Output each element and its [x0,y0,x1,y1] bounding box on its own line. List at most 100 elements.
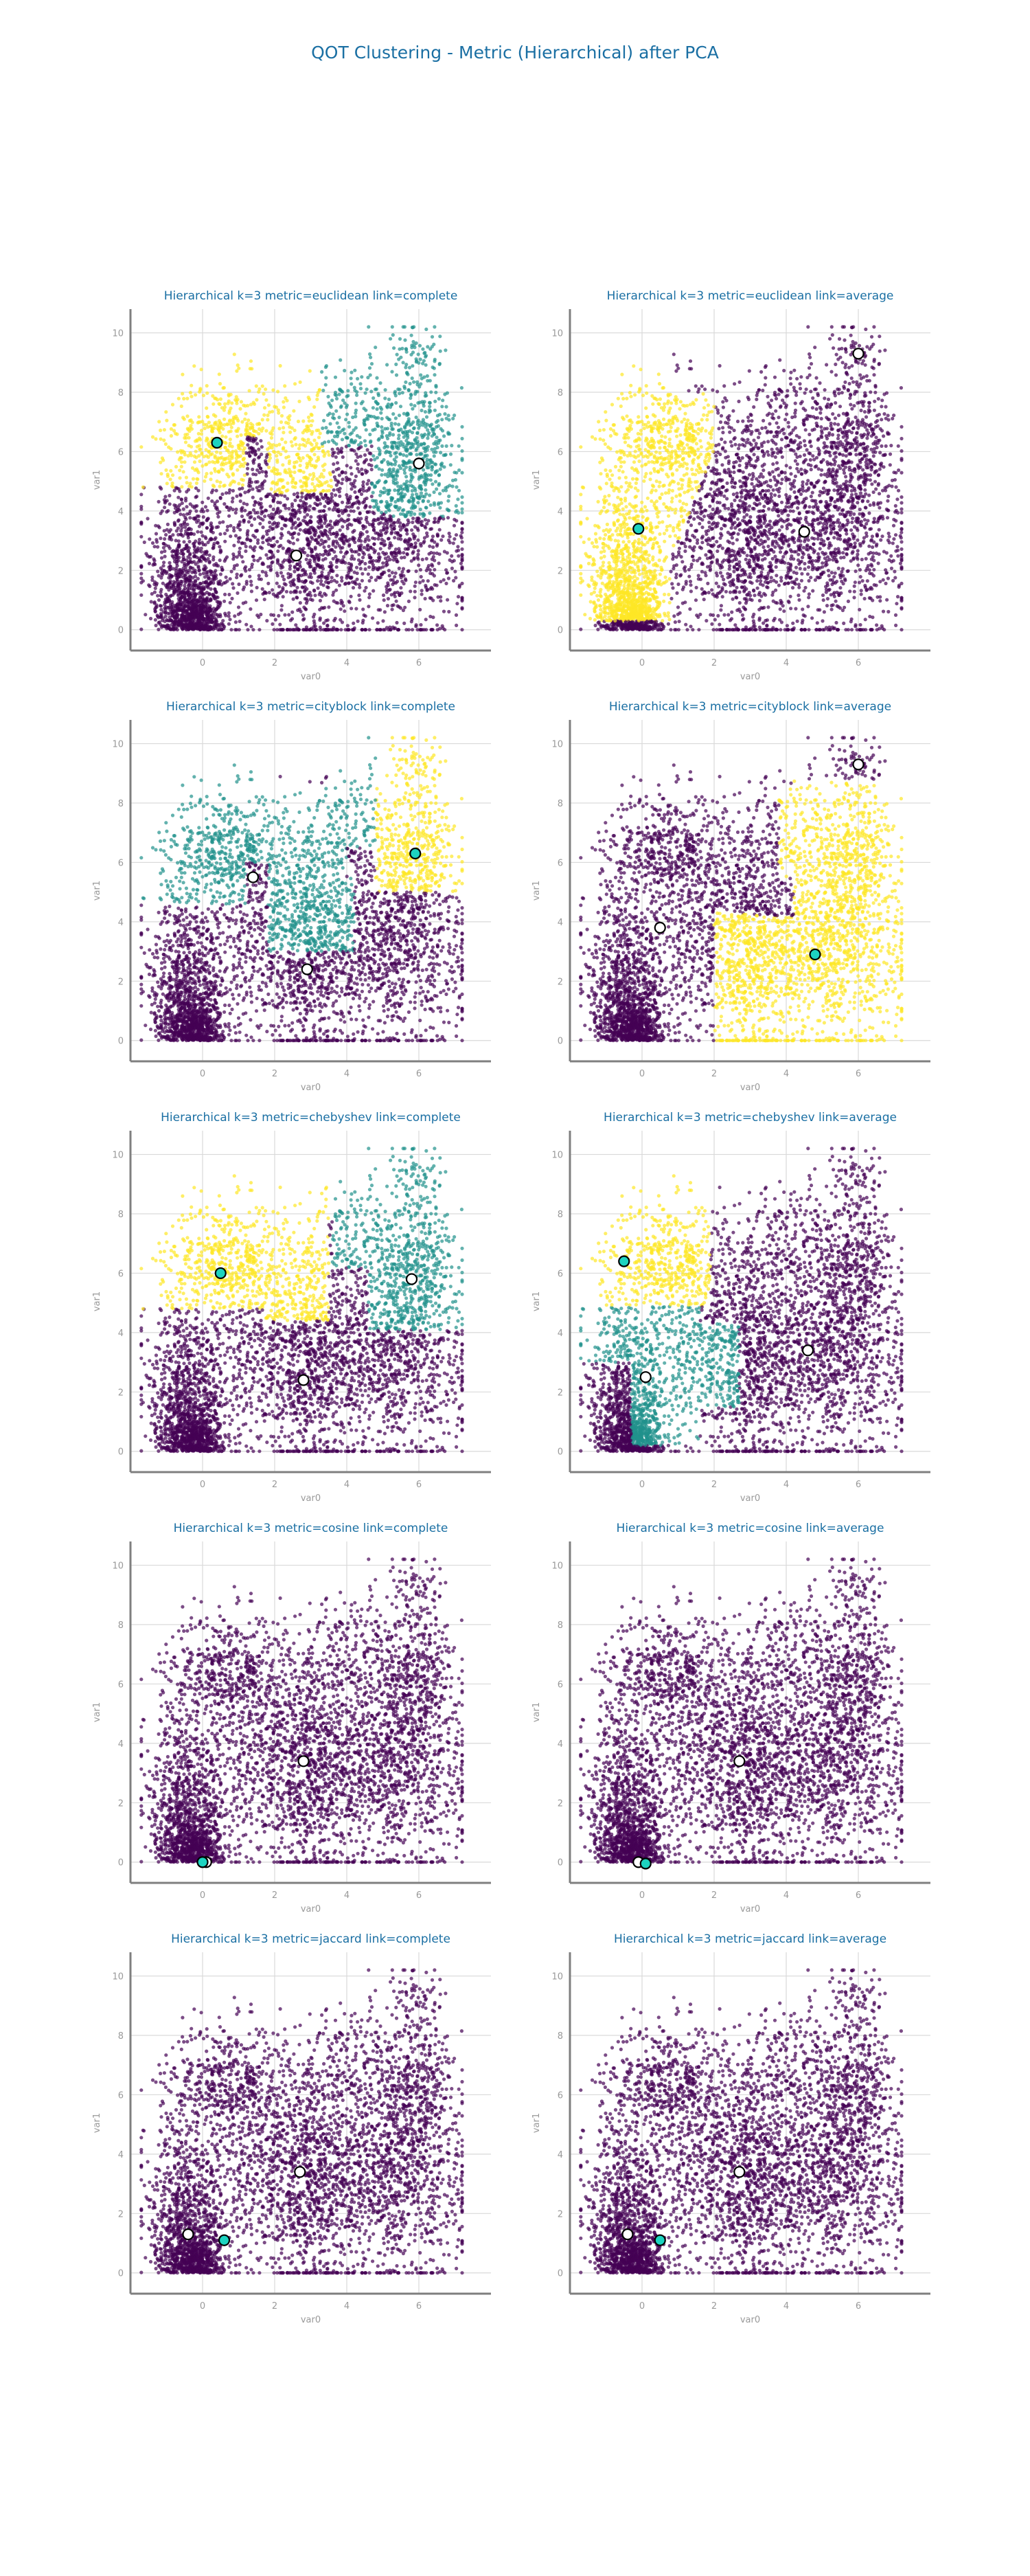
data-point [226,525,229,528]
data-point [182,397,185,400]
data-point [260,429,263,433]
data-point [424,597,427,600]
data-point [435,552,439,555]
data-point [383,610,387,613]
data-point [160,595,163,598]
data-point [385,530,389,533]
data-point [460,531,464,534]
data-point [244,565,247,569]
data-point [231,552,235,556]
data-point [179,552,183,555]
data-point [202,394,205,397]
data-point [339,547,343,550]
data-point [261,470,264,473]
data-point [216,479,219,483]
data-point [233,398,237,402]
data-point [148,585,152,588]
data-point [344,582,347,585]
data-point [281,586,284,589]
data-point [264,387,267,391]
data-point [253,500,257,504]
data-point [295,586,299,589]
data-point [443,628,446,631]
data-point [404,513,407,517]
data-point [346,477,350,481]
data-point [313,485,317,488]
data-point [372,543,376,546]
data-point [446,499,450,503]
data-point [248,389,251,392]
data-point [293,569,296,573]
data-point [200,451,203,455]
data-point [371,567,375,571]
data-point [243,473,247,477]
data-point [227,402,230,405]
data-point [317,436,321,439]
data-point [234,534,238,537]
data-point [164,533,168,536]
data-point [454,576,457,579]
data-point [181,590,184,594]
data-point [209,580,212,584]
data-point [239,499,242,503]
data-point [320,532,323,536]
data-point [156,594,159,598]
data-point [220,434,224,438]
data-point [183,587,187,590]
data-point [428,568,432,572]
data-point [317,457,320,461]
data-point [229,577,232,580]
data-point [207,628,210,631]
data-point [282,446,285,449]
data-point [185,414,189,418]
data-point [433,520,437,523]
data-point [188,516,192,519]
data-point [447,414,450,417]
data-point [165,627,168,631]
data-point [181,392,184,396]
data-point [322,583,325,587]
data-point [306,554,310,557]
data-point [301,420,305,423]
data-point [219,397,222,400]
data-point [255,586,259,589]
data-point [206,625,209,629]
data-point [438,528,442,532]
data-point [198,525,201,528]
data-point [455,504,458,508]
data-point [223,484,227,487]
data-point [340,576,343,579]
data-point [460,495,464,499]
data-point [251,468,254,471]
data-point [177,623,181,626]
data-point [148,562,151,565]
data-point [317,558,321,561]
data-point [344,538,347,541]
data-point [171,473,174,477]
data-point [272,450,275,453]
data-point [218,431,222,434]
data-point [387,493,390,496]
data-point [362,527,365,530]
data-point [279,590,283,594]
data-point [306,538,309,541]
data-point [207,575,210,578]
data-point [393,595,397,598]
data-point [159,486,162,489]
data-point [310,482,314,486]
data-point [369,576,373,579]
data-point [224,436,227,439]
data-point [173,622,176,626]
data-point [284,440,287,444]
data-point [154,610,157,613]
data-point [168,494,171,497]
data-point [256,511,260,515]
data-point [190,528,193,531]
data-point [460,528,464,531]
data-point [181,627,184,631]
data-point [204,505,207,508]
data-point [172,555,175,558]
data-point [227,614,231,618]
data-point [460,607,464,611]
data-point [222,418,226,421]
